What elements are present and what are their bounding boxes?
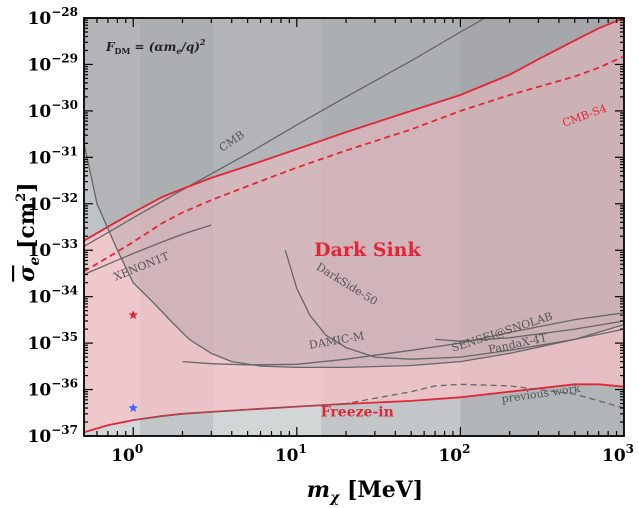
y-axis-subscript: e bbox=[27, 256, 43, 265]
y-tick-exp: −35 bbox=[51, 330, 78, 344]
y-tick-exp: −30 bbox=[51, 98, 78, 112]
experiments-excluded-region bbox=[84, 18, 624, 368]
x-tick-base: 10 bbox=[602, 446, 626, 466]
y-tick-label: 10−34 bbox=[28, 284, 78, 308]
star-marker-0 bbox=[128, 310, 138, 320]
y-tick-base: 10 bbox=[28, 381, 52, 401]
x-axis-subscript: χ bbox=[329, 490, 340, 506]
annotation-sub2: e bbox=[176, 46, 181, 56]
x-tick-exp: 1 bbox=[298, 442, 306, 456]
x-tick-base: 10 bbox=[111, 446, 135, 466]
y-axis-unit-sup: 2 bbox=[14, 193, 29, 202]
y-axis-unit-post: ] bbox=[14, 182, 40, 192]
series-dark-sink-upper bbox=[84, 18, 624, 242]
y-tick-base: 10 bbox=[28, 55, 52, 75]
region-label: Dark Sink bbox=[314, 239, 421, 261]
y-tick-label: 10−30 bbox=[28, 98, 78, 122]
dark-sink-region bbox=[84, 18, 624, 433]
y-tick-label: 10−29 bbox=[28, 51, 78, 75]
y-tick-exp: −37 bbox=[51, 423, 78, 437]
y-tick-base: 10 bbox=[28, 288, 52, 308]
y-axis-title: σe [cm2] bbox=[14, 182, 43, 281]
y-tick-exp: −36 bbox=[51, 377, 78, 391]
x-tick-exp: 3 bbox=[626, 442, 634, 456]
x-tick-exp: 0 bbox=[135, 442, 143, 456]
star-marker-1 bbox=[128, 403, 138, 413]
y-tick-label: 10−37 bbox=[28, 423, 78, 447]
y-tick-label: 10−32 bbox=[28, 191, 78, 215]
annotation-pre: F bbox=[105, 40, 116, 54]
x-tick-label: 102 bbox=[438, 442, 470, 466]
y-tick-label: 10−28 bbox=[28, 5, 78, 29]
annotation-sub: DM bbox=[115, 46, 131, 56]
y-tick-exp: −31 bbox=[51, 144, 78, 158]
y-tick-base: 10 bbox=[28, 195, 52, 215]
series-sensei-snolab bbox=[182, 312, 624, 366]
x-axis-unit: [MeV] bbox=[339, 477, 423, 503]
x-tick-base: 10 bbox=[438, 446, 462, 466]
y-tick-exp: −33 bbox=[51, 237, 78, 251]
y-axis-symbol: σ bbox=[14, 265, 40, 282]
series-cmb bbox=[84, 18, 487, 248]
y-tick-label: 10−33 bbox=[28, 237, 78, 261]
y-axis-unit-pre: [cm bbox=[14, 202, 40, 257]
annotation-post: = (αm bbox=[130, 40, 176, 54]
series-damic-m bbox=[84, 143, 624, 369]
annotation: FDM = (αme/q)2 bbox=[105, 37, 206, 56]
x-tick-label: 103 bbox=[602, 442, 634, 466]
y-tick-exp: −32 bbox=[51, 191, 78, 205]
x-axis-title: mχ [MeV] bbox=[307, 477, 423, 506]
y-tick-exp: −28 bbox=[51, 5, 78, 19]
series-darkside-50 bbox=[284, 250, 624, 360]
y-tick-label: 10−35 bbox=[28, 330, 78, 354]
y-tick-base: 10 bbox=[28, 241, 52, 261]
y-tick-base: 10 bbox=[28, 102, 52, 122]
series-previous-work bbox=[133, 383, 624, 421]
y-tick-label: 10−36 bbox=[28, 377, 78, 401]
x-tick-base: 10 bbox=[275, 446, 299, 466]
x-tick-exp: 2 bbox=[462, 442, 470, 456]
annotation-post2: /q) bbox=[180, 40, 199, 54]
series-xenon1t bbox=[84, 224, 212, 276]
x-tick-label: 101 bbox=[275, 442, 307, 466]
y-tick-base: 10 bbox=[28, 334, 52, 354]
y-tick-base: 10 bbox=[28, 9, 52, 29]
y-tick-base: 10 bbox=[28, 427, 52, 447]
y-tick-base: 10 bbox=[28, 148, 52, 168]
x-tick-label: 100 bbox=[111, 442, 143, 466]
plot-frame bbox=[83, 17, 625, 437]
annotation-sup: 2 bbox=[199, 37, 206, 47]
y-tick-exp: −29 bbox=[51, 51, 78, 65]
label-freeze-in: Freeze-in bbox=[321, 405, 394, 421]
x-axis-symbol: m bbox=[307, 477, 330, 503]
y-tick-label: 10−31 bbox=[28, 144, 78, 168]
y-tick-exp: −34 bbox=[51, 284, 78, 298]
series-pandax-4t bbox=[435, 320, 624, 342]
